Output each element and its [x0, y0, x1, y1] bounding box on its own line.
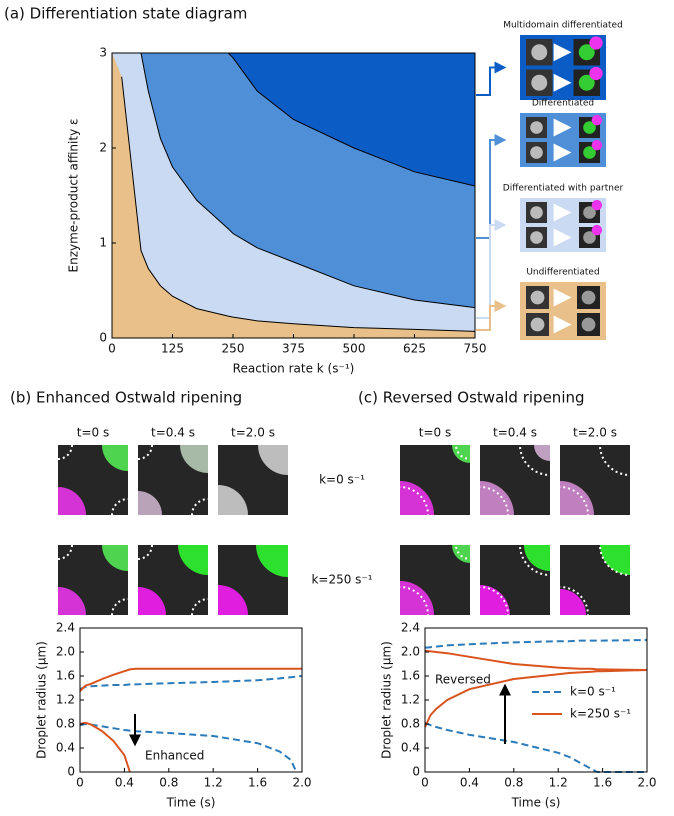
- annotation: Reversed: [435, 673, 491, 687]
- thumb-drop: [530, 231, 543, 244]
- y-tick-label: 0.4: [401, 741, 420, 755]
- time-label: t=0 s: [77, 426, 109, 440]
- y-tick-label: 0.8: [56, 717, 75, 731]
- thumb-drop: [582, 318, 596, 332]
- x-axis-label: Reaction rate k (s⁻¹): [233, 362, 355, 376]
- droplet: [366, 481, 434, 549]
- connector-arrow: [476, 140, 504, 238]
- time-label: t=0.4 s: [493, 426, 537, 440]
- y-tick-label: 1: [99, 236, 107, 250]
- y-axis-label: Droplet radius (μm): [35, 641, 49, 759]
- y-tick-label: 2.4: [401, 621, 420, 635]
- state-label: Differentiated: [532, 99, 594, 109]
- y-tick-label: 0: [99, 331, 107, 345]
- thumb-drop: [530, 121, 543, 134]
- y-tick-label: 0: [412, 765, 420, 779]
- figure: (a) Differentiation state diagram0125250…: [0, 0, 674, 816]
- state-label: Multidomain differentiated: [503, 21, 623, 31]
- row-label: k=0 s⁻¹: [319, 473, 365, 487]
- legend-label: k=0 s⁻¹: [570, 685, 616, 699]
- thumb-drop: [589, 36, 602, 49]
- x-tick-label: 0.8: [504, 776, 523, 790]
- x-tick-label: 250: [222, 342, 245, 356]
- droplet: [258, 415, 318, 475]
- thumb-drop: [530, 206, 543, 219]
- series-line: [80, 723, 130, 772]
- x-tick-label: 750: [464, 342, 487, 356]
- y-axis-label: Droplet radius (μm): [380, 641, 394, 759]
- thumb-drop: [531, 44, 547, 60]
- x-tick-label: 1.2: [204, 776, 223, 790]
- thumb-drop: [531, 291, 545, 305]
- y-tick-label: 2: [99, 141, 107, 155]
- y-tick-label: 0: [67, 765, 75, 779]
- y-tick-label: 1.6: [401, 669, 420, 683]
- thumb-drop: [531, 75, 547, 91]
- thumb-drop: [530, 146, 543, 159]
- droplet: [30, 587, 86, 643]
- x-axis-label: Time (s): [166, 796, 216, 810]
- x-tick-label: 625: [403, 342, 426, 356]
- y-tick-label: 1.2: [56, 693, 75, 707]
- thumb-drop: [592, 115, 603, 126]
- thumb-drop: [589, 67, 602, 80]
- plot-frame: [425, 628, 647, 772]
- y-tick-label: 0.4: [56, 741, 75, 755]
- thumb-drop: [531, 318, 545, 332]
- series-line: [80, 676, 302, 689]
- annotation: Enhanced: [145, 749, 204, 763]
- thumb-drop: [592, 140, 603, 151]
- x-tick-label: 1.6: [593, 776, 612, 790]
- x-tick-label: 0: [108, 342, 116, 356]
- y-tick-label: 2.0: [56, 645, 75, 659]
- x-tick-label: 0.4: [460, 776, 479, 790]
- x-tick-label: 0.8: [159, 776, 178, 790]
- droplet: [256, 513, 320, 577]
- series-line: [425, 640, 647, 648]
- time-label: t=2.0 s: [573, 426, 617, 440]
- y-tick-label: 2.4: [56, 621, 75, 635]
- droplet: [30, 487, 86, 543]
- x-tick-label: 2.0: [637, 776, 656, 790]
- x-tick-label: 1.6: [248, 776, 267, 790]
- y-tick-label: 1.6: [56, 669, 75, 683]
- thumb-drop: [592, 225, 603, 236]
- connector-arrow: [476, 68, 504, 96]
- x-tick-label: 2.0: [292, 776, 311, 790]
- y-tick-label: 1.2: [401, 693, 420, 707]
- x-axis-label: Time (s): [511, 796, 561, 810]
- panel-title: (a) Differentiation state diagram: [4, 5, 247, 23]
- x-tick-label: 1.2: [549, 776, 568, 790]
- panel-title: (c) Reversed Ostwald ripening: [358, 389, 585, 407]
- state-label: Differentiated with partner: [503, 184, 624, 194]
- x-tick-label: 500: [343, 342, 366, 356]
- x-tick-label: 125: [161, 342, 184, 356]
- x-tick-label: 0.4: [115, 776, 134, 790]
- x-tick-label: 0: [76, 776, 84, 790]
- x-tick-label: 0: [421, 776, 429, 790]
- row-label: k=250 s⁻¹: [311, 573, 372, 587]
- thumb-drop: [592, 200, 603, 211]
- y-tick-label: 3: [99, 46, 107, 60]
- series-line: [425, 651, 647, 670]
- time-label: t=0.4 s: [151, 426, 195, 440]
- state-label: Undifferentiated: [526, 268, 599, 278]
- series-line: [425, 723, 647, 772]
- x-tick-label: 375: [282, 342, 305, 356]
- legend-label: k=250 s⁻¹: [570, 707, 631, 721]
- y-tick-label: 2.0: [401, 645, 420, 659]
- panel-title: (b) Enhanced Ostwald ripening: [10, 389, 242, 407]
- y-tick-label: 0.8: [401, 717, 420, 731]
- time-label: t=0 s: [419, 426, 451, 440]
- y-axis-label: Enzyme-product affinity ε: [67, 119, 81, 273]
- droplet: [366, 581, 434, 649]
- thumb-drop: [582, 291, 596, 305]
- time-label: t=2.0 s: [231, 426, 275, 440]
